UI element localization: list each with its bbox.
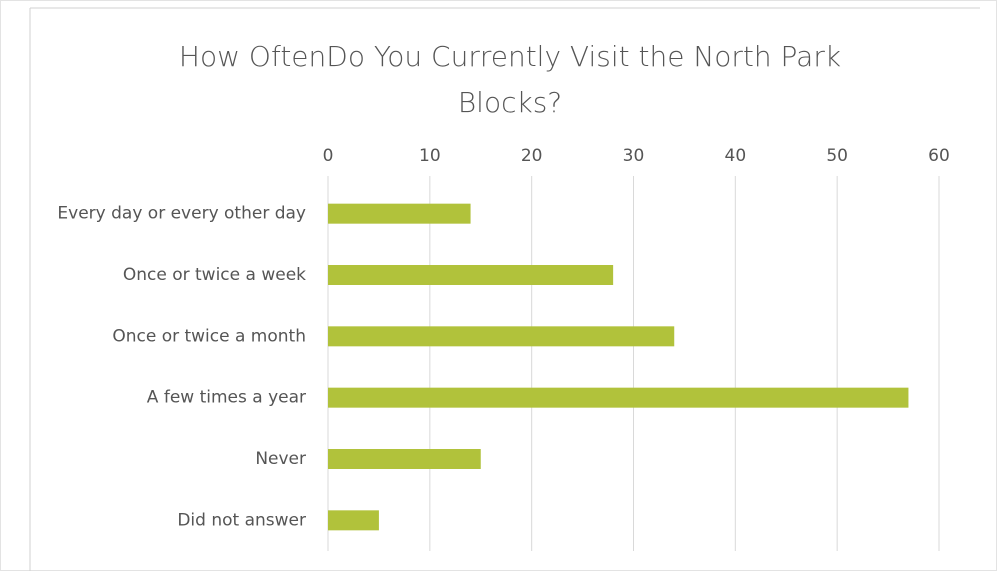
y-tick-label: Once or twice a month (112, 326, 306, 346)
x-tick-label: 10 (419, 146, 441, 166)
x-tick-label: 40 (725, 146, 747, 166)
x-tick-label: 20 (521, 146, 543, 166)
x-tick-label: 0 (323, 146, 334, 166)
y-tick-label: A few times a year (147, 388, 306, 408)
x-tick-label: 50 (826, 146, 848, 166)
y-tick-label: Did not answer (177, 510, 306, 530)
bar (328, 203, 471, 224)
y-tick-label: Once or twice a week (123, 265, 306, 285)
bar (328, 387, 909, 408)
y-tick-label: Never (255, 449, 306, 469)
x-tick-label: 60 (928, 146, 950, 166)
x-tick-label: 30 (623, 146, 645, 166)
bar (328, 510, 379, 531)
bar (328, 265, 614, 285)
bar (328, 449, 481, 469)
bar (328, 326, 675, 347)
y-tick-label: Every day or every other day (57, 204, 306, 224)
chart-title: How OftenDo You Currently Visit the Nort… (178, 40, 842, 119)
